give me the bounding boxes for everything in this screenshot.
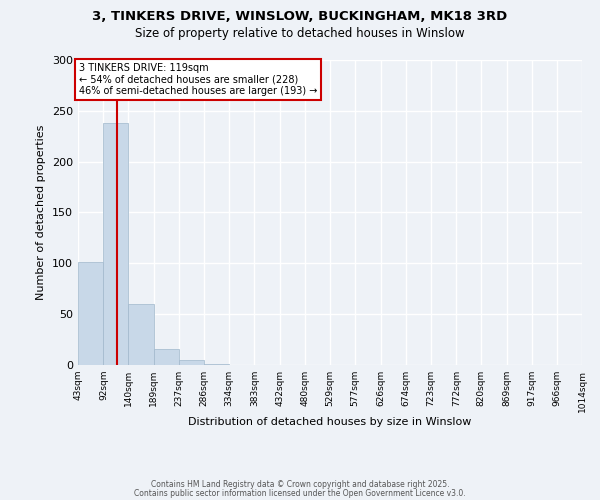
Bar xyxy=(103,123,128,365)
Y-axis label: Number of detached properties: Number of detached properties xyxy=(37,125,46,300)
Text: Size of property relative to detached houses in Winslow: Size of property relative to detached ho… xyxy=(135,28,465,40)
Bar xyxy=(128,304,154,365)
Bar xyxy=(78,262,103,365)
Text: 3, TINKERS DRIVE, WINSLOW, BUCKINGHAM, MK18 3RD: 3, TINKERS DRIVE, WINSLOW, BUCKINGHAM, M… xyxy=(92,10,508,23)
Bar xyxy=(179,360,204,365)
X-axis label: Distribution of detached houses by size in Winslow: Distribution of detached houses by size … xyxy=(188,418,472,428)
Text: Contains HM Land Registry data © Crown copyright and database right 2025.: Contains HM Land Registry data © Crown c… xyxy=(151,480,449,489)
Text: Contains public sector information licensed under the Open Government Licence v3: Contains public sector information licen… xyxy=(134,488,466,498)
Text: 3 TINKERS DRIVE: 119sqm
← 54% of detached houses are smaller (228)
46% of semi-d: 3 TINKERS DRIVE: 119sqm ← 54% of detache… xyxy=(79,63,317,96)
Bar xyxy=(204,364,229,365)
Bar xyxy=(154,348,179,365)
